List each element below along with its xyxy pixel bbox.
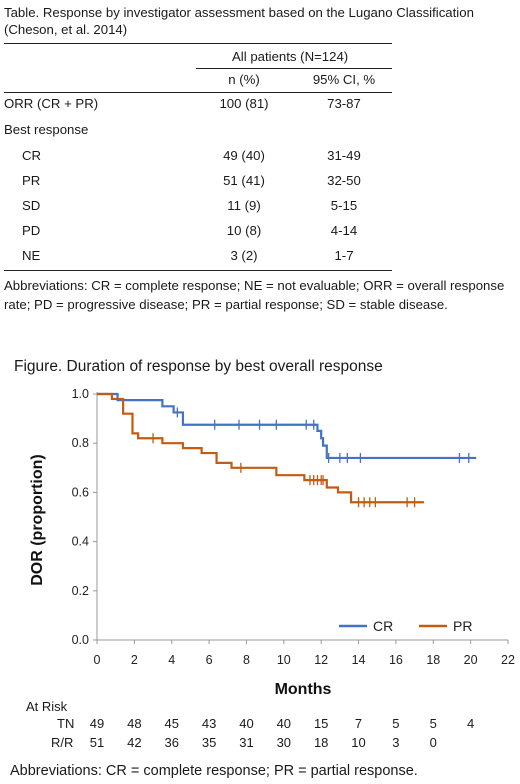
at-risk-value: 51 xyxy=(89,735,105,750)
table-cell-label: ORR (CR + PR) xyxy=(4,96,99,111)
at-risk-row-label: R/R xyxy=(51,735,74,750)
table-cell-ci: 73-87 xyxy=(327,96,361,111)
y-axis-label: DOR (proportion) xyxy=(29,454,46,586)
table-cell-label: SD xyxy=(22,198,41,213)
at-risk-value: 15 xyxy=(313,716,329,731)
x-tick-label: 8 xyxy=(243,653,250,667)
table-cell-label: CR xyxy=(22,148,42,163)
table-cell-label: PD xyxy=(22,223,41,238)
at-risk-value: 45 xyxy=(164,716,179,731)
x-tick-label: 12 xyxy=(314,653,328,667)
x-tick-label: 14 xyxy=(352,653,366,667)
x-tick-label: 6 xyxy=(206,653,213,667)
at-risk-value: 35 xyxy=(201,735,217,750)
table-row: PD 10 (8) 4-14 xyxy=(4,220,392,242)
at-risk-value: 0 xyxy=(429,735,437,750)
table-bottom-rule xyxy=(4,270,392,271)
x-axis-label: Months xyxy=(275,681,332,698)
at-risk-value: 10 xyxy=(351,735,366,750)
table-row: PR 51 (41) 32-50 xyxy=(4,170,392,192)
table-row-orr: ORR (CR + PR) 100 (81) 73-87 xyxy=(4,93,392,115)
chart-series xyxy=(97,392,477,508)
chart-axes: 0.0 0.2 0.4 0.6 0.8 1.0 0 2 4 6 8 10 12 14 16 18 20 22 xyxy=(72,387,515,667)
x-tick-label: 0 xyxy=(94,653,101,667)
series-line-cr xyxy=(97,392,477,460)
table-cell-label: PR xyxy=(22,173,41,188)
table-cell-ci: 31-49 xyxy=(327,148,361,163)
table-row: NE 3 (2) 1-7 xyxy=(4,245,392,267)
at-risk-value: 48 xyxy=(127,716,142,731)
legend-label-pr: PR xyxy=(453,618,472,634)
table-row: SD 11 (9) 5-15 xyxy=(4,195,392,217)
table-cell-ci: 4-14 xyxy=(330,223,358,238)
table-group-header-row: All patients (N=124) xyxy=(4,46,392,68)
table-cell-n: 3 (2) xyxy=(230,248,258,263)
table-top-rule xyxy=(4,43,392,44)
table-header-ci: 95% CI, % xyxy=(312,72,376,87)
at-risk-value: 3 xyxy=(392,735,400,750)
table-row: CR 49 (40) 31-49 xyxy=(4,145,392,167)
at-risk-value: 18 xyxy=(313,735,329,750)
figure-abbreviations: Abbreviations: CR = complete response; P… xyxy=(10,763,418,779)
table-cell-ci: 32-50 xyxy=(327,173,361,188)
x-tick-label: 2 xyxy=(131,653,138,667)
at-risk-value: 49 xyxy=(89,716,105,731)
at-risk-value: 43 xyxy=(201,716,217,731)
at-risk-value: 36 xyxy=(164,735,179,750)
table-cell-n: 10 (8) xyxy=(226,223,262,238)
at-risk-value: 5 xyxy=(429,716,437,731)
table-group-rule xyxy=(196,68,392,69)
x-tick-label: 20 xyxy=(464,653,478,667)
table-cell-ci: 5-15 xyxy=(330,198,358,213)
figure-title: Figure. Duration of response by best ove… xyxy=(14,358,383,375)
series-line-pr xyxy=(97,392,424,504)
km-chart: 0.0 0.2 0.4 0.6 0.8 1.0 0 2 4 6 8 10 12 14 16 18 20 22 CR… xyxy=(29,387,515,698)
table-header-rule xyxy=(4,92,392,93)
at-risk-row-label: TN xyxy=(57,716,75,731)
table-caption-line2: (Cheson, et al. 2014) xyxy=(4,22,128,37)
at-risk-value: 31 xyxy=(239,735,254,750)
at-risk-value: 5 xyxy=(392,716,400,731)
y-tick-label: 0.6 xyxy=(72,485,89,499)
table-cell-label: NE xyxy=(22,248,41,263)
y-tick-label: 0.4 xyxy=(72,535,89,549)
at-risk-value: 30 xyxy=(276,735,292,750)
table-cell-label: Best response xyxy=(4,122,89,137)
at-risk-value: 7 xyxy=(354,716,363,731)
y-tick-label: 0.2 xyxy=(72,584,89,598)
at-risk-title: At Risk xyxy=(26,699,68,714)
table-cell-n: 100 (81) xyxy=(219,96,269,111)
table-caption-line1: Table. Response by investigator assessme… xyxy=(4,5,474,20)
table-cell-n: 11 (9) xyxy=(227,198,261,213)
x-tick-label: 18 xyxy=(426,653,440,667)
x-tick-label: 4 xyxy=(168,653,175,667)
at-risk-value: 40 xyxy=(276,716,292,731)
at-risk-value: 42 xyxy=(127,735,142,750)
table-row-best-response: Best response xyxy=(4,119,392,141)
table-cell-n: 49 (40) xyxy=(223,148,265,163)
y-tick-label: 0.8 xyxy=(72,436,89,450)
table-cell-n: 51 (41) xyxy=(223,173,265,188)
table-column-header-row: n (%) 95% CI, % xyxy=(4,69,392,91)
chart-legend: CR PR xyxy=(339,618,472,634)
at-risk-value: 4 xyxy=(467,716,475,731)
x-tick-label: 16 xyxy=(389,653,403,667)
y-tick-label: 0.0 xyxy=(72,633,89,647)
table-cell-ci: 1-7 xyxy=(334,248,354,263)
table-abbreviations: Abbreviations: CR = complete response; N… xyxy=(4,278,505,312)
x-tick-label: 22 xyxy=(501,653,515,667)
table-group-header: All patients (N=124) xyxy=(232,49,349,64)
legend-label-cr: CR xyxy=(373,618,393,634)
y-tick-label: 1.0 xyxy=(72,387,89,401)
table-header-n: n (%) xyxy=(228,72,260,87)
at-risk-value: 40 xyxy=(239,716,254,731)
table-caption: Table. Response by investigator assessme… xyxy=(4,4,504,38)
x-tick-label: 10 xyxy=(277,653,291,667)
